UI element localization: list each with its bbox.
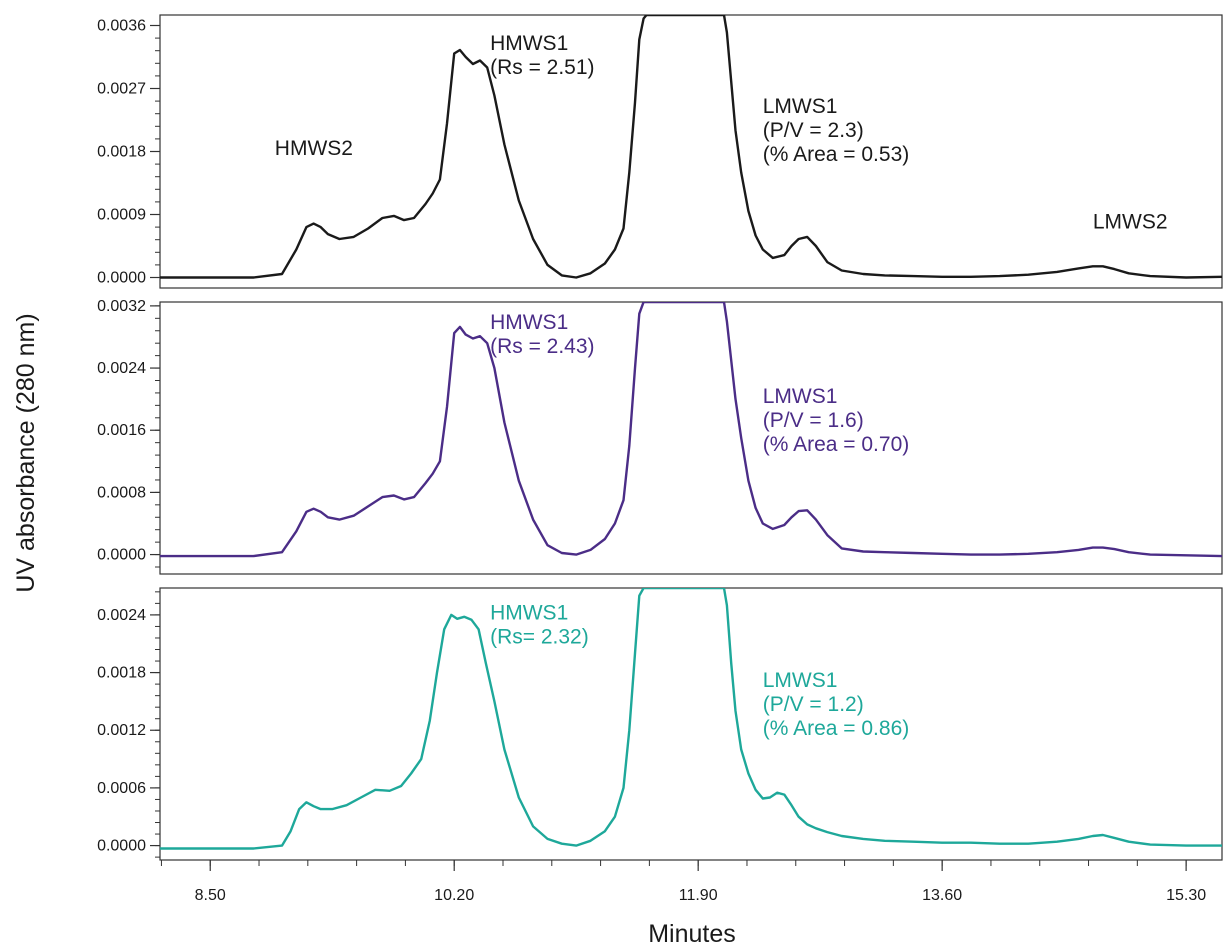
- annotation: LMWS1 (P/V = 1.2) (% Area = 0.86): [763, 669, 910, 740]
- panel-2: 0.0000 0.0008 0.0016 0.0024 0.0032 HMWS1 (Rs =…: [97, 298, 1223, 575]
- annotation: LMWS2: [1093, 211, 1168, 234]
- annotation: HMWS1 (Rs = 2.51): [490, 32, 594, 79]
- y-tick-label: 0.0012: [97, 722, 146, 739]
- y-tick-label: 0.0000: [97, 838, 146, 855]
- annotation: HMWS1 (Rs = 2.43): [490, 311, 594, 358]
- panel-1: 0.0000 0.0009 0.0018 0.0027 0.0036 HMWS2 HMWS1…: [97, 14, 1223, 289]
- y-tick-label: 0.0000: [97, 547, 146, 564]
- y-tick-label: 0.0027: [97, 81, 146, 98]
- y-tick-label: 0.0018: [97, 665, 146, 682]
- y-tick-label: 0.0024: [97, 360, 146, 377]
- y-tick-label: 0.0006: [97, 780, 146, 797]
- y-tick-label: 0.0024: [97, 607, 146, 624]
- y-tick-label: 0.0018: [97, 144, 146, 161]
- x-tick-label: 15.30: [1166, 887, 1206, 904]
- annotation: HMWS1 (Rs= 2.32): [490, 602, 589, 649]
- annotation: HMWS2: [275, 137, 353, 160]
- panel-frame: [159, 301, 1223, 575]
- x-tick-label: 11.90: [679, 887, 718, 904]
- panel-frame: [159, 587, 1223, 861]
- y-tick-label: 0.0032: [97, 298, 146, 315]
- panel-3: 0.0000 0.0006 0.0012 0.0018 0.0024 HMWS1 (Rs= …: [97, 587, 1223, 861]
- x-axis-title: Minutes: [648, 920, 736, 948]
- annotation: LMWS1 (P/V = 1.6) (% Area = 0.70): [763, 385, 910, 456]
- x-tick-label: 8.50: [195, 887, 226, 904]
- x-tick-label: 10.20: [434, 887, 474, 904]
- series-line: [160, 302, 1222, 558]
- x-tick-label: 13.60: [922, 887, 962, 904]
- y-tick-label: 0.0000: [97, 270, 146, 287]
- y-axis-title: UV absorbance (280 nm): [12, 313, 40, 592]
- y-tick-label: 0.0036: [97, 18, 146, 35]
- y-tick-label: 0.0016: [97, 422, 146, 439]
- series-line: [160, 588, 1222, 850]
- y-tick-label: 0.0009: [97, 207, 146, 224]
- annotation: LMWS1 (P/V = 2.3) (% Area = 0.53): [763, 95, 910, 166]
- y-tick-label: 0.0008: [97, 484, 146, 501]
- x-axis: 8.50 10.20 11.90 13.60 15.30: [160, 860, 1206, 904]
- series-line: [160, 15, 1222, 279]
